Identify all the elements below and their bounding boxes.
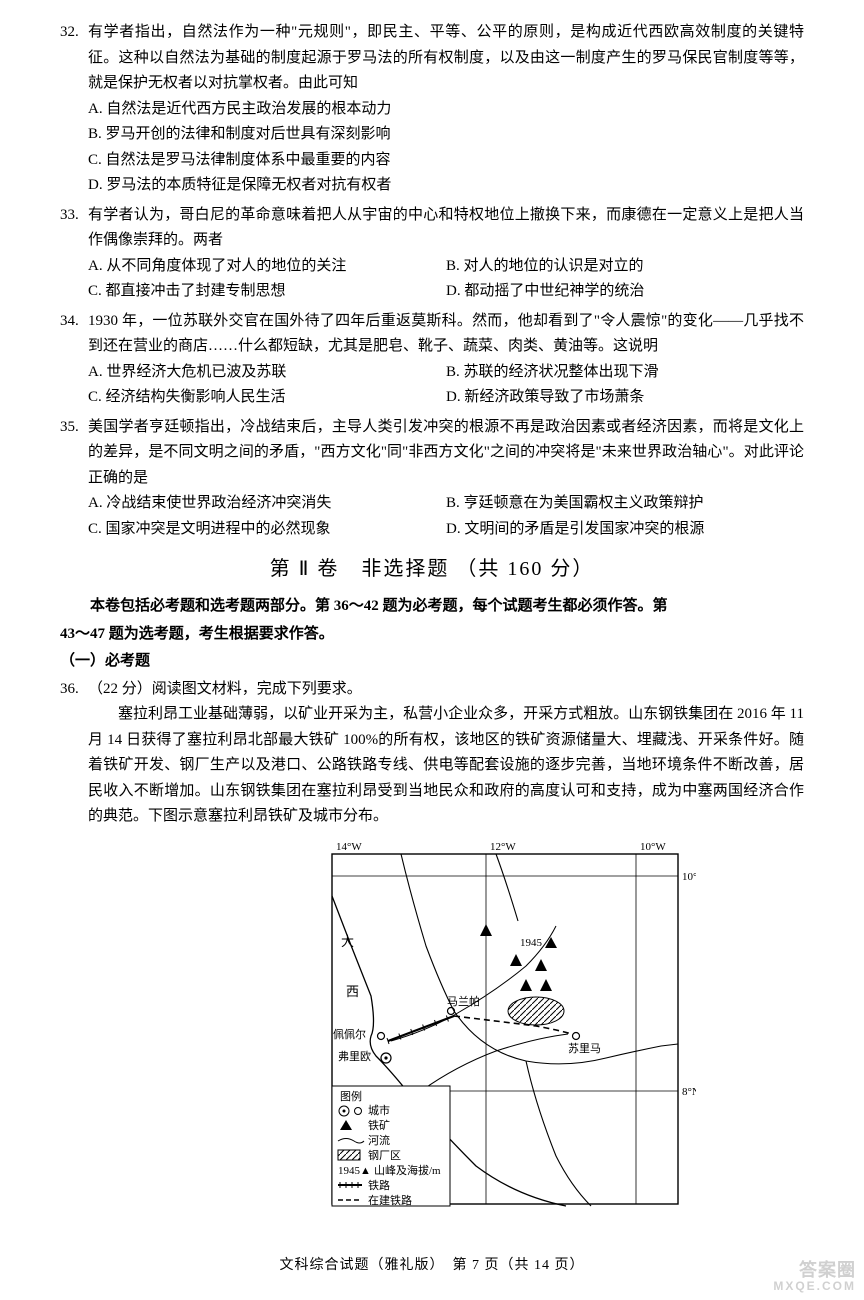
- option-d: D. 新经济政策导致了市场萧条: [446, 385, 804, 411]
- options: A. 世界经济大危机已波及苏联 B. 苏联的经济状况整体出现下滑 C. 经济结构…: [60, 360, 804, 411]
- q-num: 35.: [60, 415, 88, 492]
- q-stem: 有学者认为，哥白尼的革命意味着把人从宇宙的中心和特权地位上撤换下来，而康德在一定…: [88, 203, 804, 254]
- option-a: A. 从不同角度体现了对人的地位的关注: [88, 254, 446, 280]
- option-d: D. 文明间的矛盾是引发国家冲突的根源: [446, 517, 804, 543]
- svg-text:西: 西: [346, 984, 359, 999]
- svg-text:10°W: 10°W: [640, 841, 666, 853]
- section-title-suffix: （共 160 分）: [456, 558, 594, 580]
- option-a: A. 冷战结束使世界政治经济冲突消失: [88, 491, 446, 517]
- q-num: 32.: [60, 20, 88, 97]
- options: A. 自然法是近代西方民主政治发展的根本动力 B. 罗马开创的法律和制度对后世具…: [60, 97, 804, 199]
- q-num: 33.: [60, 203, 88, 254]
- svg-text:10°N: 10°N: [682, 871, 696, 883]
- svg-text:图例: 图例: [340, 1089, 362, 1103]
- subheading: （一）必考题: [60, 649, 804, 675]
- svg-text:钢厂区: 钢厂区: [368, 1149, 401, 1162]
- instructions-line1: 本卷包括必考题和选考题两部分。第 36～42 题为必考题，每个试题考生都必须作答…: [60, 594, 804, 620]
- svg-text:城市: 城市: [368, 1103, 390, 1117]
- option-c: C. 都直接冲击了封建专制思想: [88, 279, 446, 305]
- map-svg: 14°W12°W10°W10°N8°N大西洋1945马兰帕佩佩尔弗里欧苏里马图例…: [196, 836, 696, 1216]
- option-c: C. 经济结构失衡影响人民生活: [88, 385, 446, 411]
- option-b: B. 亨廷顿意在为美国霸权主义政策辩护: [446, 491, 804, 517]
- option-b: B. 苏联的经济状况整体出现下滑: [446, 360, 804, 386]
- svg-text:苏里马: 苏里马: [568, 1042, 601, 1055]
- svg-text:8°N: 8°N: [682, 1086, 696, 1098]
- passage: 塞拉利昂工业基础薄弱，以矿业开采为主，私营小企业众多，开采方式粗放。山东钢铁集团…: [60, 702, 804, 830]
- option-d: D. 都动摇了中世纪神学的统治: [446, 279, 804, 305]
- svg-text:1945: 1945: [520, 937, 543, 949]
- question-block: 32. 有学者指出，自然法作为一种"元规则"，即民主、平等、公平的原则，是构成近…: [60, 20, 804, 542]
- option-b: B. 对人的地位的认识是对立的: [446, 254, 804, 280]
- watermark-line1: 答案圈: [773, 1260, 856, 1281]
- svg-text:弗里欧: 弗里欧: [338, 1049, 371, 1063]
- q-stem: 1930 年，一位苏联外交官在国外待了四年后重返莫斯科。然而，他却看到了"令人震…: [88, 309, 804, 360]
- q-stem: 美国学者亨廷顿指出，冷战结束后，主导人类引发冲突的根源不再是政治因素或者经济因素…: [88, 415, 804, 492]
- option-d: D. 罗马法的本质特征是保障无权者对抗有权者: [88, 173, 804, 199]
- q-num: 36.: [60, 677, 88, 703]
- watermark: 答案圈 MXQE.COM: [773, 1260, 856, 1294]
- passage-text: 塞拉利昂工业基础薄弱，以矿业开采为主，私营小企业众多，开采方式粗放。山东钢铁集团…: [88, 702, 804, 830]
- svg-text:大: 大: [341, 934, 354, 949]
- svg-text:马兰帕: 马兰帕: [447, 994, 480, 1008]
- q-stem: （22 分）阅读图文材料，完成下列要求。: [88, 677, 804, 703]
- option-c: C. 国家冲突是文明进程中的必然现象: [88, 517, 446, 543]
- option-a: A. 世界经济大危机已波及苏联: [88, 360, 446, 386]
- options: A. 冷战结束使世界政治经济冲突消失 B. 亨廷顿意在为美国霸权主义政策辩护 C…: [60, 491, 804, 542]
- instructions-line2: 43～47 题为选考题，考生根据要求作答。: [60, 622, 804, 648]
- question-32: 32. 有学者指出，自然法作为一种"元规则"，即民主、平等、公平的原则，是构成近…: [60, 20, 804, 199]
- option-c: C. 自然法是罗马法律制度体系中最重要的内容: [88, 148, 804, 174]
- svg-text:铁路: 铁路: [368, 1179, 390, 1192]
- svg-text:14°W: 14°W: [336, 841, 362, 853]
- svg-text:12°W: 12°W: [490, 841, 516, 853]
- q-num: 34.: [60, 309, 88, 360]
- question-34: 34. 1930 年，一位苏联外交官在国外待了四年后重返莫斯科。然而，他却看到了…: [60, 309, 804, 411]
- page-footer: 文科综合试题（雅礼版） 第 7 页（共 14 页）: [0, 1254, 864, 1278]
- svg-text:在建铁路: 在建铁路: [368, 1193, 412, 1207]
- option-b: B. 罗马开创的法律和制度对后世具有深刻影响: [88, 122, 804, 148]
- svg-text:1945▲: 1945▲: [338, 1165, 371, 1177]
- svg-text:佩佩尔: 佩佩尔: [333, 1027, 366, 1041]
- section-title-prefix: 第: [270, 558, 292, 580]
- section-title: 第 Ⅱ 卷 非选择题 （共 160 分）: [60, 552, 804, 586]
- q-stem: 有学者指出，自然法作为一种"元规则"，即民主、平等、公平的原则，是构成近代西欧高…: [88, 20, 804, 97]
- section-title-mid: 卷 非选择题: [317, 558, 449, 580]
- question-36: 36. （22 分）阅读图文材料，完成下列要求。 塞拉利昂工业基础薄弱，以矿业开…: [60, 677, 804, 830]
- option-a: A. 自然法是近代西方民主政治发展的根本动力: [88, 97, 804, 123]
- svg-text:山峰及海拔/m: 山峰及海拔/m: [374, 1163, 441, 1177]
- svg-text:河流: 河流: [368, 1133, 390, 1147]
- section-title-roman: Ⅱ: [299, 558, 311, 580]
- svg-text:铁矿: 铁矿: [368, 1119, 390, 1132]
- question-35: 35. 美国学者亨廷顿指出，冷战结束后，主导人类引发冲突的根源不再是政治因素或者…: [60, 415, 804, 543]
- question-33: 33. 有学者认为，哥白尼的革命意味着把人从宇宙的中心和特权地位上撤换下来，而康…: [60, 203, 804, 305]
- options: A. 从不同角度体现了对人的地位的关注 B. 对人的地位的认识是对立的 C. 都…: [60, 254, 804, 305]
- watermark-line2: MXQE.COM: [773, 1280, 856, 1294]
- map-figure: 14°W12°W10°W10°N8°N大西洋1945马兰帕佩佩尔弗里欧苏里马图例…: [60, 836, 804, 1216]
